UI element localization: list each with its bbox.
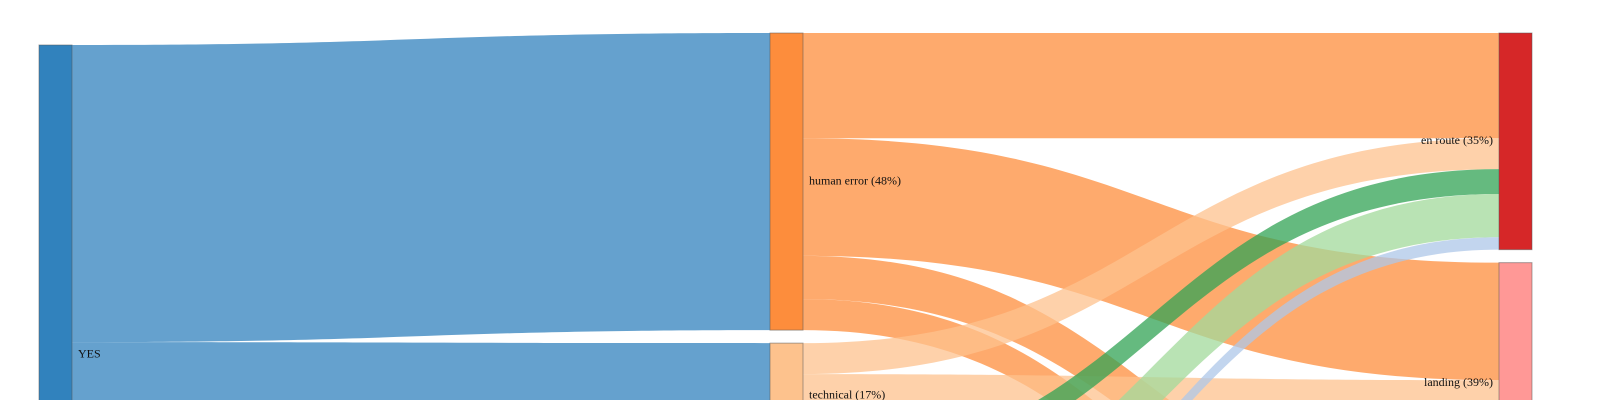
node-label: YES — [78, 346, 101, 360]
link — [1037, 169, 1499, 400]
link — [803, 33, 1499, 139]
link — [72, 33, 770, 343]
node-label: technical (17%) — [809, 387, 885, 400]
links — [72, 33, 1499, 400]
link — [1118, 193, 1499, 400]
node-label: human error (48%) — [809, 173, 901, 187]
node — [769, 32, 804, 331]
node — [1498, 262, 1533, 400]
link — [803, 138, 1499, 375]
node — [769, 342, 804, 400]
node — [38, 44, 73, 400]
node — [1498, 32, 1533, 251]
node-label: en route (35%) — [1421, 133, 1493, 147]
node-label: landing (39%) — [1424, 375, 1493, 389]
link — [72, 342, 770, 400]
